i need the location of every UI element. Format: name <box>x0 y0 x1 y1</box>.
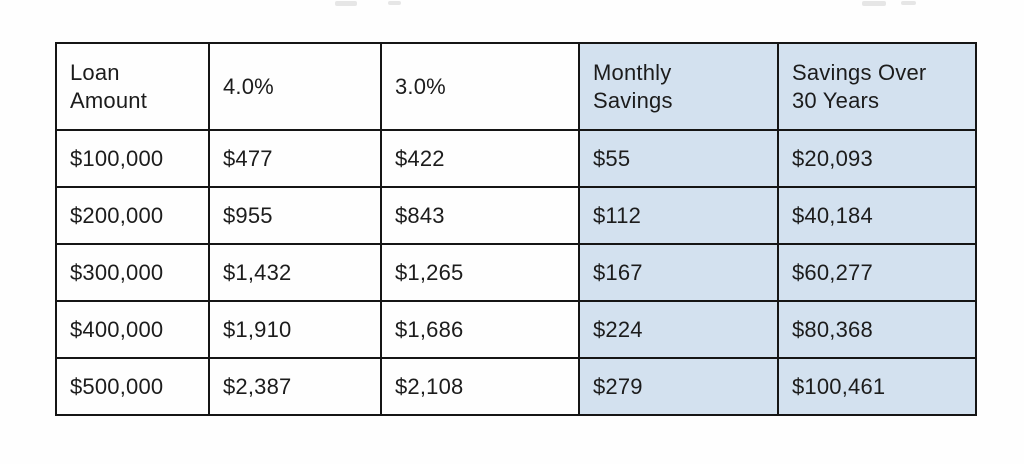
header-rate-4-percent: 4.0% <box>208 42 382 131</box>
cell-loan-amount: $400,000 <box>55 300 210 359</box>
header-loan-amount: Loan Amount <box>55 42 210 131</box>
table-row: $200,000 $955 $843 $112 $40,184 <box>55 186 977 245</box>
cell-payment-4pct: $1,910 <box>208 300 382 359</box>
header-savings-over-30-years: Savings Over 30 Years <box>777 42 977 131</box>
table-row: $500,000 $2,387 $2,108 $279 $100,461 <box>55 357 977 416</box>
cell-payment-3pct: $1,265 <box>380 243 580 302</box>
table-row: $400,000 $1,910 $1,686 $224 $80,368 <box>55 300 977 359</box>
cell-savings-30-years: $40,184 <box>777 186 977 245</box>
cell-savings-30-years: $80,368 <box>777 300 977 359</box>
cell-monthly-savings: $167 <box>578 243 779 302</box>
cell-savings-30-years: $60,277 <box>777 243 977 302</box>
cropped-text-artifact <box>388 1 401 5</box>
cell-payment-3pct: $843 <box>380 186 580 245</box>
cell-loan-amount: $300,000 <box>55 243 210 302</box>
cell-payment-4pct: $1,432 <box>208 243 382 302</box>
cell-loan-amount: $500,000 <box>55 357 210 416</box>
cell-loan-amount: $200,000 <box>55 186 210 245</box>
cell-payment-4pct: $955 <box>208 186 382 245</box>
cell-savings-30-years: $20,093 <box>777 129 977 188</box>
cell-monthly-savings: $112 <box>578 186 779 245</box>
cell-payment-3pct: $1,686 <box>380 300 580 359</box>
header-rate-3-percent: 3.0% <box>380 42 580 131</box>
cell-payment-3pct: $422 <box>380 129 580 188</box>
cell-savings-30-years: $100,461 <box>777 357 977 416</box>
cropped-text-artifact <box>335 1 357 6</box>
cell-payment-4pct: $477 <box>208 129 382 188</box>
cell-monthly-savings: $55 <box>578 129 779 188</box>
header-monthly-savings: Monthly Savings <box>578 42 779 131</box>
table-row: $100,000 $477 $422 $55 $20,093 <box>55 129 977 188</box>
cell-payment-4pct: $2,387 <box>208 357 382 416</box>
cell-monthly-savings: $279 <box>578 357 779 416</box>
cropped-text-artifact <box>862 1 886 6</box>
table-row: $300,000 $1,432 $1,265 $167 $60,277 <box>55 243 977 302</box>
cropped-text-artifact <box>901 1 916 5</box>
cell-payment-3pct: $2,108 <box>380 357 580 416</box>
loan-savings-table: Loan Amount 4.0% 3.0% Monthly Savings Sa… <box>55 42 977 416</box>
cell-loan-amount: $100,000 <box>55 129 210 188</box>
table-header-row: Loan Amount 4.0% 3.0% Monthly Savings Sa… <box>55 42 977 131</box>
cell-monthly-savings: $224 <box>578 300 779 359</box>
